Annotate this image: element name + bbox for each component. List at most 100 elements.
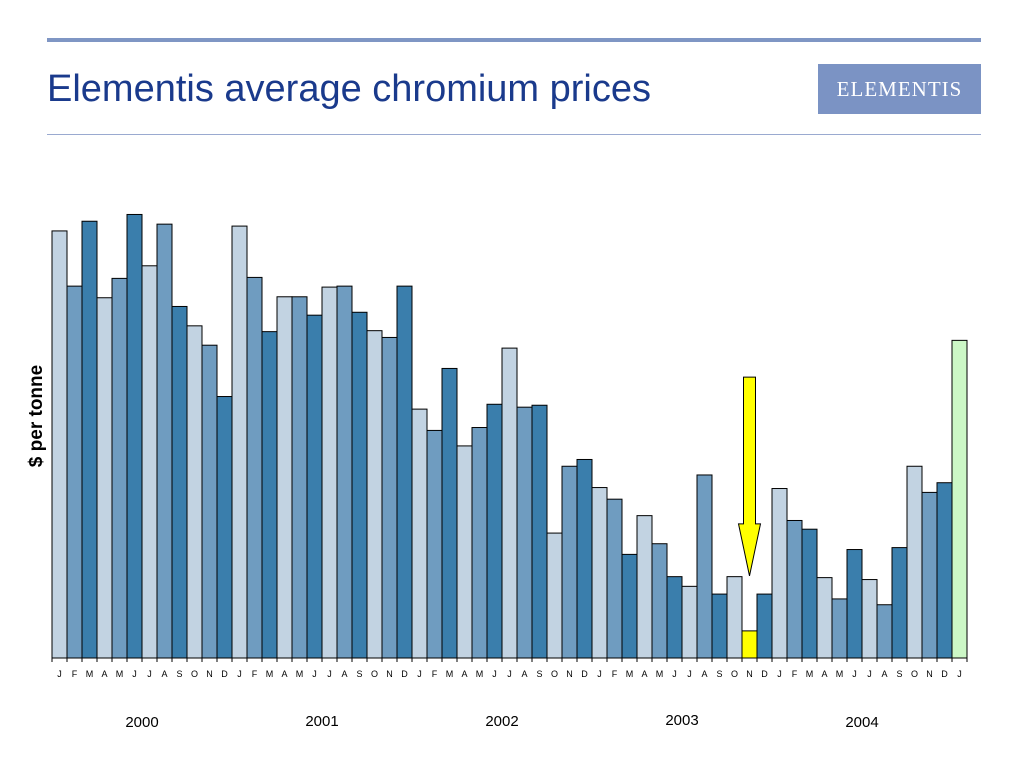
x-axis — [51, 657, 968, 662]
x-tick-label: J — [852, 669, 857, 679]
bar-47 — [756, 593, 773, 659]
x-tick-label: A — [461, 669, 467, 679]
bar-8 — [171, 305, 188, 659]
annotations — [737, 376, 762, 576]
bar-2 — [81, 220, 98, 659]
bar-58 — [921, 491, 938, 659]
logo-text: ELEMENTIS — [836, 76, 963, 101]
bar-17 — [306, 314, 323, 659]
bar-46 — [741, 630, 758, 659]
x-tick-label: F — [612, 669, 618, 679]
bar-1 — [66, 285, 83, 659]
year-label-2000: 2000 — [125, 714, 158, 731]
bar-30 — [501, 347, 518, 659]
bar-15 — [276, 296, 293, 659]
bar-5 — [126, 213, 143, 659]
x-tick-label: D — [401, 669, 408, 679]
bar-11 — [216, 396, 233, 659]
x-tick-label: A — [341, 669, 347, 679]
x-tick-label: N — [386, 669, 393, 679]
slide-title: Elementis average chromium prices — [47, 68, 652, 110]
bar-42 — [681, 585, 698, 659]
x-tick-label: N — [206, 669, 213, 679]
top-rule — [47, 38, 981, 42]
year-label-2002: 2002 — [485, 713, 518, 730]
bar-18 — [321, 286, 338, 659]
x-tick-label: D — [221, 669, 228, 679]
x-tick-label: J — [327, 669, 332, 679]
bar-59 — [936, 482, 953, 659]
year-label-2004: 2004 — [845, 714, 878, 731]
bar-36 — [591, 487, 608, 659]
x-tick-label: J — [777, 669, 782, 679]
bar-35 — [576, 458, 593, 659]
x-tick-label: M — [116, 669, 124, 679]
bar-19 — [336, 285, 353, 659]
x-tick-label: M — [296, 669, 304, 679]
x-tick-label: D — [581, 669, 588, 679]
x-tick-label: J — [492, 669, 497, 679]
x-tick-label: A — [161, 669, 167, 679]
bar-32 — [531, 404, 548, 659]
bar-25 — [426, 429, 443, 659]
bar-49 — [786, 519, 803, 659]
bar-24 — [411, 408, 428, 659]
bar-41 — [666, 576, 683, 659]
bar-12 — [231, 225, 248, 659]
bar-33 — [546, 532, 563, 659]
x-tick-label: F — [72, 669, 78, 679]
y-axis-label: $ per tonne — [26, 365, 47, 467]
bar-40 — [651, 543, 668, 659]
bar-48 — [771, 488, 788, 659]
bar-23 — [396, 285, 413, 659]
x-tick-label: D — [941, 669, 948, 679]
x-tick-label: J — [417, 669, 422, 679]
bar-21 — [366, 330, 383, 659]
bar-37 — [606, 498, 623, 659]
x-tick-label: O — [911, 669, 918, 679]
bar-44 — [711, 593, 728, 659]
x-tick-label: J — [672, 669, 677, 679]
x-tick-label: D — [761, 669, 768, 679]
x-tick-label: S — [176, 669, 182, 679]
bar-7 — [156, 223, 173, 659]
x-tick-label: M — [476, 669, 484, 679]
bar-28 — [471, 427, 488, 659]
x-tick-label: S — [716, 669, 722, 679]
bar-14 — [261, 331, 278, 659]
bar-52 — [831, 598, 848, 659]
bar-10 — [201, 344, 218, 659]
x-tick-label: N — [566, 669, 573, 679]
x-tick-label: A — [821, 669, 827, 679]
x-tick-label: M — [86, 669, 94, 679]
bar-20 — [351, 311, 368, 659]
bars-layer — [51, 213, 968, 659]
x-tick-label: O — [551, 669, 558, 679]
x-tick-label: A — [881, 669, 887, 679]
x-tick-label: J — [132, 669, 137, 679]
year-labels: 2000 2001 2002 2003 2004 — [125, 712, 878, 731]
x-tick-label: J — [597, 669, 602, 679]
bar-54 — [861, 579, 878, 659]
bar-3 — [96, 297, 113, 659]
bar-27 — [456, 445, 473, 659]
x-tick-label: F — [792, 669, 798, 679]
year-label-2001: 2001 — [305, 713, 338, 730]
bar-38 — [621, 553, 638, 659]
bar-34 — [561, 465, 578, 659]
x-tick-label: S — [896, 669, 902, 679]
x-tick-label: M — [806, 669, 814, 679]
year-label-2003: 2003 — [665, 712, 698, 729]
x-tick-label: J — [57, 669, 62, 679]
x-tick-label: J — [312, 669, 317, 679]
x-tick-label: F — [432, 669, 438, 679]
x-tick-label: J — [147, 669, 152, 679]
x-tick-label: M — [836, 669, 844, 679]
x-tick-label: M — [266, 669, 274, 679]
bar-56 — [891, 547, 908, 659]
x-tick-label: N — [746, 669, 753, 679]
x-tick-label: M — [446, 669, 454, 679]
bar-22 — [381, 336, 398, 659]
